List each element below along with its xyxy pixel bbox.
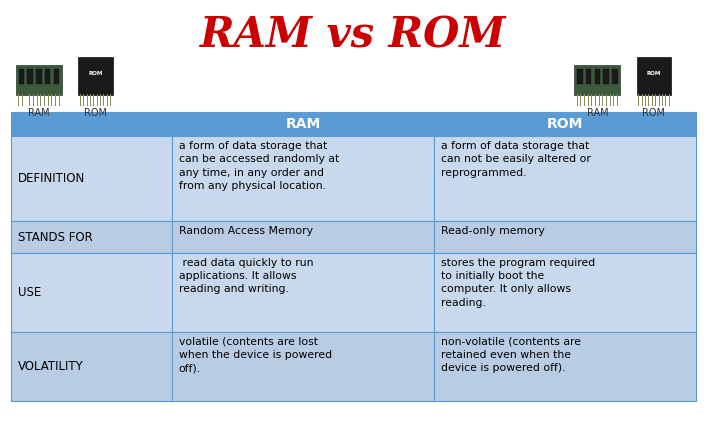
Bar [434,112,696,136]
Bar [669,94,670,107]
Text: read data quickly to run
applications. It allows
reading and writing.: read data quickly to run applications. I… [179,258,313,294]
Bar [22,94,23,107]
Bar [574,65,621,95]
Bar [83,94,84,107]
Bar [16,65,62,95]
Bar [655,94,656,107]
Bar [599,94,600,107]
Bar [29,94,30,107]
Bar [642,94,643,107]
Bar [595,94,596,107]
Bar [580,94,581,107]
Bar [645,94,646,107]
Bar [80,94,81,107]
Text: VOLATILITY: VOLATILITY [18,360,83,373]
Bar [434,221,696,253]
Bar [665,94,666,107]
Text: ROM: ROM [643,108,665,118]
Text: RAM: RAM [286,117,321,131]
Bar [434,136,696,221]
Text: ROM: ROM [547,117,583,131]
Text: stores the program required
to initially boot the
computer. It only allows
readi: stores the program required to initially… [441,258,596,308]
Text: RAM: RAM [28,108,49,118]
Bar [11,112,172,136]
Bar [18,94,19,107]
Bar [25,94,26,107]
Bar [610,94,611,107]
Bar [584,94,585,107]
Text: DEFINITION: DEFINITION [18,172,85,185]
Text: RAM: RAM [587,108,608,118]
Text: STANDS FOR: STANDS FOR [18,231,93,244]
Text: non-volatile (contents are
retained even when the
device is powered off).: non-volatile (contents are retained even… [441,337,581,373]
Bar [172,112,434,136]
Bar [33,94,34,107]
Bar [11,221,172,253]
Bar [44,94,45,107]
Text: RAM vs ROM: RAM vs ROM [200,15,507,57]
Bar [78,57,112,95]
Bar [602,94,603,107]
Bar [577,94,578,107]
Bar [662,94,663,107]
Bar [103,94,105,107]
Text: a form of data storage that
can not be easily altered or
reprogrammed.: a form of data storage that can not be e… [441,141,591,178]
Bar [172,253,434,332]
Bar [638,94,639,107]
Bar [47,94,49,107]
Bar [110,94,111,107]
Bar [434,253,696,332]
Bar [652,94,653,107]
Bar [588,94,589,107]
Bar [93,94,94,107]
Bar [577,69,583,84]
Bar [603,69,609,84]
Bar [18,69,24,84]
Bar [97,94,98,107]
Bar [172,221,434,253]
Bar [11,136,172,221]
Text: Read-only memory: Read-only memory [441,226,545,236]
Bar [54,69,59,84]
Bar [606,94,607,107]
Bar [28,69,33,84]
Text: USE: USE [18,286,41,299]
Bar [45,69,50,84]
Bar [90,94,91,107]
Bar [434,332,696,401]
Bar [11,332,172,401]
Bar [172,332,434,401]
Bar [586,69,592,84]
Text: ROM: ROM [88,71,103,76]
Bar [637,57,671,95]
Bar [86,94,88,107]
Bar [100,94,101,107]
Bar [648,94,650,107]
Bar [40,94,41,107]
Bar [36,69,42,84]
Text: a form of data storage that
can be accessed randomly at
any time, in any order a: a form of data storage that can be acces… [179,141,339,191]
Bar [595,69,600,84]
Bar [55,94,56,107]
Bar [172,136,434,221]
Text: Random Access Memory: Random Access Memory [179,226,312,236]
Text: ROM: ROM [647,71,661,76]
Bar [617,94,618,107]
Bar [612,69,618,84]
Text: volatile (contents are lost
when the device is powered
off).: volatile (contents are lost when the dev… [179,337,332,373]
Bar [658,94,660,107]
Text: ROM: ROM [84,108,107,118]
Bar [11,253,172,332]
